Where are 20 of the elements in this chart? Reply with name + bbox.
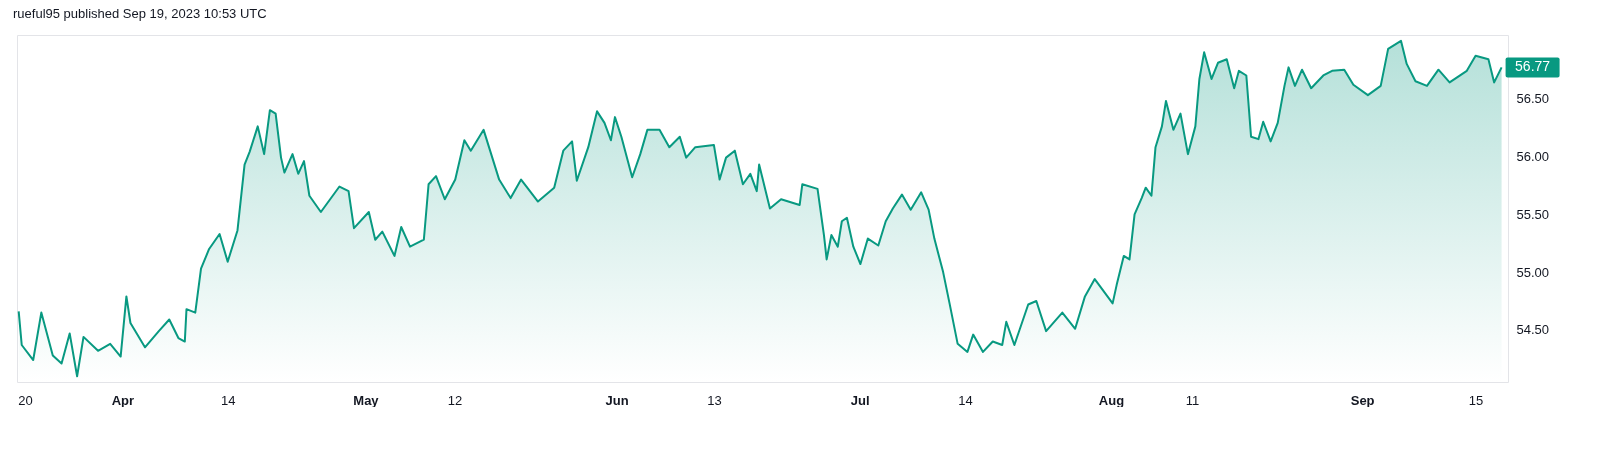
x-tick-label: 12: [447, 392, 463, 408]
x-tick-label: 11: [1185, 392, 1200, 408]
chart-title: rueful95 published Sep 19, 2023 10:53 UTC: [13, 6, 267, 21]
y-tick-label: 56.00: [1516, 148, 1550, 164]
y-tick-label: 55.00: [1516, 264, 1550, 280]
annotation: 56.77: [1515, 58, 1551, 75]
x-tick-label: 13: [707, 392, 722, 408]
x-tick-label: Aug: [1098, 392, 1125, 408]
x-tick-label: 15: [1468, 392, 1484, 408]
x-tick-label: Jul: [850, 392, 870, 408]
y-tick-label: 56.50: [1516, 91, 1550, 107]
x-tick-label: 14: [958, 392, 973, 408]
y-tick-label: 55.50: [1516, 206, 1550, 222]
x-tick-label: May: [353, 392, 380, 408]
x-tick-label: 14: [220, 392, 236, 408]
x-tick-label: Jun: [605, 392, 629, 408]
x-tick-label: Sep: [1350, 392, 1375, 408]
x-tick-label: 20: [18, 392, 33, 408]
y-tick-label: 54.50: [1516, 322, 1550, 338]
x-tick-label: Apr: [111, 392, 135, 408]
